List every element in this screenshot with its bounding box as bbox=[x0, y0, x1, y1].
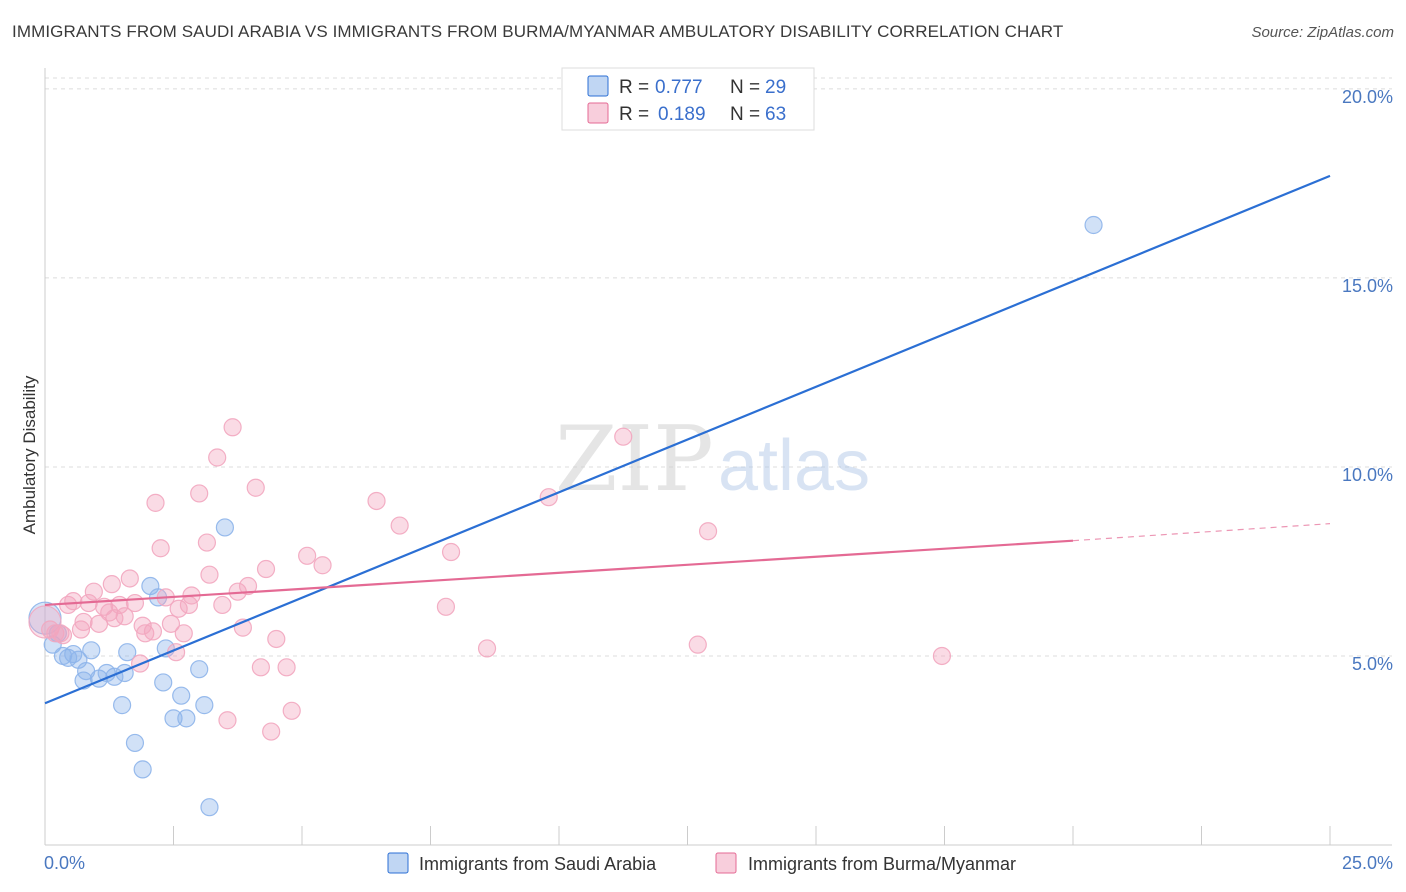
gridlines bbox=[45, 77, 1392, 657]
point-burma-myanmar bbox=[477, 639, 497, 658]
legend-n-label-burma-myanmar: N = bbox=[730, 104, 760, 125]
point-burma-myanmar bbox=[125, 593, 145, 613]
point-saudi-arabia bbox=[118, 643, 137, 662]
chart-title: IMMIGRANTS FROM SAUDI ARABIA VS IMMIGRAN… bbox=[12, 22, 1064, 41]
legend: R = 0.777 N = 29 R = 0.189 N = 63 bbox=[561, 67, 815, 131]
point-burma-myanmar bbox=[143, 622, 163, 641]
data-points bbox=[28, 215, 1103, 817]
legend-swatch-burma-myanmar bbox=[587, 102, 609, 124]
point-burma-myanmar bbox=[74, 612, 93, 632]
legend-r-value-burma-myanmar: 0.189 bbox=[658, 104, 706, 125]
bottom-legend-swatch-burma-myanmar bbox=[715, 852, 737, 874]
y-axis-label: Ambulatory Disability bbox=[20, 375, 39, 534]
point-saudi-arabia bbox=[172, 686, 191, 705]
point-saudi-arabia bbox=[1084, 215, 1103, 235]
trend-line-burma-myanmar-extrapolated bbox=[1072, 523, 1331, 542]
point-burma-myanmar bbox=[436, 597, 456, 616]
point-burma-myanmar bbox=[200, 565, 219, 584]
point-saudi-arabia bbox=[215, 518, 234, 537]
point-burma-myanmar bbox=[313, 556, 332, 575]
bottom-legend-label-saudi-arabia: Immigrants from Saudi Arabia bbox=[419, 854, 657, 874]
point-burma-myanmar bbox=[161, 614, 181, 633]
point-burma-myanmar bbox=[277, 658, 296, 677]
point-burma-myanmar bbox=[213, 595, 232, 615]
point-saudi-arabia bbox=[164, 709, 183, 728]
point-burma-myanmar bbox=[282, 701, 301, 720]
trend-line-saudi-arabia bbox=[44, 174, 1331, 705]
point-burma-myanmar bbox=[120, 569, 139, 588]
legend-n-label-saudi-arabia: N = bbox=[730, 77, 760, 98]
point-saudi-arabia bbox=[154, 673, 173, 692]
point-burma-myanmar bbox=[151, 539, 170, 558]
y-tick-label: 20.0% bbox=[1342, 87, 1393, 107]
point-burma-myanmar bbox=[197, 533, 217, 552]
axes bbox=[44, 68, 1392, 846]
point-burma-myanmar bbox=[698, 522, 718, 541]
x-tick-label: 0.0% bbox=[44, 853, 85, 873]
legend-r-value-saudi-arabia: 0.777 bbox=[655, 77, 703, 98]
point-burma-myanmar bbox=[174, 624, 193, 643]
point-burma-myanmar bbox=[64, 592, 83, 611]
point-burma-myanmar bbox=[100, 603, 119, 622]
point-burma-myanmar bbox=[262, 722, 281, 741]
point-burma-myanmar bbox=[190, 484, 209, 503]
point-burma-myanmar bbox=[367, 491, 386, 511]
y-tick-label: 10.0% bbox=[1342, 465, 1393, 485]
y-tick-label: 5.0% bbox=[1352, 654, 1393, 674]
point-saudi-arabia bbox=[200, 798, 219, 817]
point-burma-myanmar bbox=[614, 427, 633, 446]
point-burma-myanmar bbox=[256, 559, 276, 579]
point-burma-myanmar bbox=[84, 582, 103, 601]
legend-r-label-burma-myanmar: R = bbox=[619, 104, 649, 125]
y-tick-label: 15.0% bbox=[1342, 276, 1393, 296]
point-burma-myanmar bbox=[246, 478, 265, 497]
watermark-zip: ZIP bbox=[555, 407, 714, 512]
point-saudi-arabia bbox=[133, 760, 152, 779]
point-burma-myanmar bbox=[390, 516, 409, 535]
bottom-legend-label-burma-myanmar: Immigrants from Burma/Myanmar bbox=[748, 854, 1016, 874]
trend-lines bbox=[44, 174, 1331, 705]
source-credit: Source: ZipAtlas.com bbox=[1251, 24, 1394, 41]
watermark-atlas: atlas bbox=[718, 426, 870, 506]
point-saudi-arabia bbox=[82, 641, 101, 660]
point-burma-myanmar bbox=[688, 635, 707, 654]
point-burma-myanmar bbox=[53, 626, 73, 645]
point-burma-myanmar bbox=[932, 646, 952, 666]
point-burma-myanmar bbox=[267, 629, 286, 649]
legend-r-label-saudi-arabia: R = bbox=[619, 77, 649, 98]
point-burma-myanmar bbox=[208, 448, 227, 467]
point-burma-myanmar bbox=[298, 546, 317, 565]
point-saudi-arabia bbox=[64, 644, 83, 664]
point-saudi-arabia bbox=[112, 696, 132, 715]
point-saudi-arabia bbox=[190, 660, 209, 679]
legend-swatch-saudi-arabia bbox=[587, 75, 609, 97]
point-burma-myanmar bbox=[51, 624, 70, 643]
point-burma-myanmar bbox=[102, 575, 121, 594]
point-saudi-arabia bbox=[195, 696, 214, 715]
bottom-legend-swatch-saudi-arabia bbox=[387, 852, 409, 874]
point-burma-myanmar bbox=[169, 599, 188, 618]
point-burma-myanmar bbox=[146, 493, 165, 512]
legend-n-value-saudi-arabia: 29 bbox=[765, 77, 786, 98]
point-burma-myanmar bbox=[441, 542, 461, 562]
point-burma-myanmar bbox=[115, 607, 134, 626]
x-tick-label: 25.0% bbox=[1342, 853, 1393, 873]
trend-line-burma-myanmar bbox=[44, 539, 1074, 607]
point-burma-myanmar bbox=[223, 418, 242, 437]
point-burma-myanmar bbox=[218, 711, 237, 730]
point-burma-myanmar bbox=[238, 576, 258, 596]
point-saudi-arabia bbox=[125, 733, 145, 753]
bottom-legend: Immigrants from Saudi Arabia Immigrants … bbox=[387, 852, 1016, 874]
legend-n-value-burma-myanmar: 63 bbox=[765, 104, 786, 125]
tick-labels: 5.0% 10.0% 15.0% 20.0% 0.0% 25.0% bbox=[44, 87, 1393, 873]
point-burma-myanmar bbox=[251, 658, 270, 677]
point-saudi-arabia bbox=[177, 709, 196, 728]
